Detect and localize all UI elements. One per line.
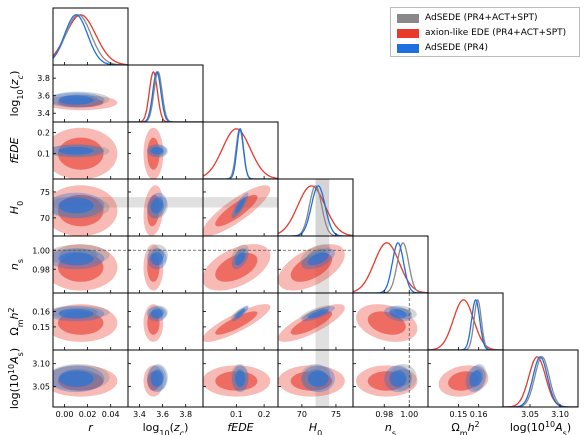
x-axis-label-logAs: log(1010As) [510,420,571,435]
legend: AdSEDE (PR4+ACT+SPT) axion-like EDE (PR4… [390,7,580,57]
x-tick-label: 0.16 [470,410,488,419]
legend-entry-axion-ede: axion-like EDE (PR4+ACT+SPT) [397,27,566,39]
contour-1sigma [150,370,163,388]
contour-1sigma [215,252,258,282]
contour-1sigma [389,370,407,388]
legend-entry-adsede-full: AdSEDE (PR4+ACT+SPT) [397,12,538,24]
contour-1sigma [58,309,94,319]
x-tick-label: 0.00 [56,410,74,419]
y-axis-label-fEDE: fEDE [8,137,21,163]
y-tick-label: 0.15 [32,323,50,332]
contour-1sigma [150,146,163,155]
x-axis-label-ns: ns [385,421,396,435]
marginal-curve [428,299,503,350]
h0-reference-band [128,197,203,208]
marginal-curve [353,242,428,293]
x-tick-label: 3.6 [156,410,169,419]
y-tick-label: 3.10 [32,360,50,369]
y-axis-label-H0: H0 [8,201,25,214]
x-tick-label: 70 [297,410,307,419]
x-tick-label: 3.10 [551,410,569,419]
contour-1sigma [469,370,482,388]
contour-1sigma [150,309,163,319]
x-axis-label-log10zc: log10(zc) [143,421,189,435]
x-tick-label: 0.02 [79,410,97,419]
x-axis-label-fEDE: fEDE [227,421,253,434]
x-tick-label: 0.04 [102,410,120,419]
panel-frame [127,235,204,294]
y-axis-label-Omh2: Ωmh2 [7,307,25,335]
marginal-curve [278,185,353,236]
y-axis-label-log10zc: log10(zc) [8,71,25,117]
marginal-curve [203,128,278,179]
contour-1sigma [235,197,246,214]
marginal-curve [503,356,578,407]
marginal-curve [353,242,428,293]
x-tick-label: 3.05 [521,410,539,419]
x-tick-label: 0.2 [258,410,271,419]
contour-1sigma [215,311,258,335]
y-tick-label: 3.05 [32,382,50,391]
y-tick-label: 3.6 [37,92,50,101]
y-tick-label: 0.1 [37,150,50,159]
marginal-curve [503,356,578,407]
x-tick-label: 3.8 [179,410,192,419]
x-axis-label-H0: H0 [309,421,322,435]
y-tick-label: 3.4 [37,109,50,118]
contour-1sigma [235,370,246,388]
legend-label: AdSEDE (PR4+ACT+SPT) [425,13,538,23]
y-tick-label: 70 [40,214,50,223]
legend-swatch [397,43,419,53]
x-axis-label-Omh2: Ωmh2 [451,420,479,435]
y-tick-label: 0.2 [37,129,50,138]
contour-1sigma [290,311,333,335]
y-tick-label: 3.8 [37,74,50,83]
marginal-curve [353,242,428,293]
contour-1sigma [307,252,329,266]
marginal-curve [53,14,128,65]
y-axis-label-logAs: log(1010As) [7,348,25,409]
x-tick-label: 3.4 [133,410,146,419]
contour-1sigma [307,370,329,388]
x-tick-label: 1.00 [400,410,418,419]
contour-1sigma [150,197,163,214]
legend-label: axion-like EDE (PR4+ACT+SPT) [425,28,567,38]
contour-1sigma [58,252,94,266]
contour-1sigma [389,309,407,319]
marginal-curve [203,128,278,179]
marginal-curve [503,356,578,407]
y-tick-label: 1.00 [32,246,50,255]
panel-frame [502,349,579,408]
marginal-curve [428,299,503,350]
y-tick-label: 0.16 [32,307,50,316]
marginal-curve [428,299,503,350]
y-axis-label-ns: ns [8,259,25,270]
contour-1sigma [58,95,94,105]
x-tick-label: 0.15 [449,410,467,419]
legend-swatch [397,28,419,38]
contour-1sigma [235,252,246,266]
marginal-curve [128,71,203,122]
marginal-curve [53,14,128,65]
contour-1sigma [307,309,329,319]
x-tick-label: 0.1 [230,410,243,419]
panel-frame [127,292,204,351]
contour-1sigma [58,146,94,155]
x-tick-label: 75 [331,410,341,419]
y-tick-label: 0.98 [32,265,50,274]
x-axis-label-r: r [88,421,94,434]
contour-1sigma [58,197,94,214]
contour-1sigma [58,370,94,388]
marginal-curve [53,14,128,65]
legend-entry-adsede-pr4: AdSEDE (PR4) [397,42,488,54]
marginal-curve [128,70,203,122]
legend-label: AdSEDE (PR4) [425,43,489,53]
marginal-curve [203,128,278,179]
x-tick-label: 0.98 [375,410,393,419]
legend-swatch [397,13,419,23]
contour-1sigma [235,309,246,319]
contour-1sigma [150,252,163,266]
y-tick-label: 75 [40,188,50,197]
